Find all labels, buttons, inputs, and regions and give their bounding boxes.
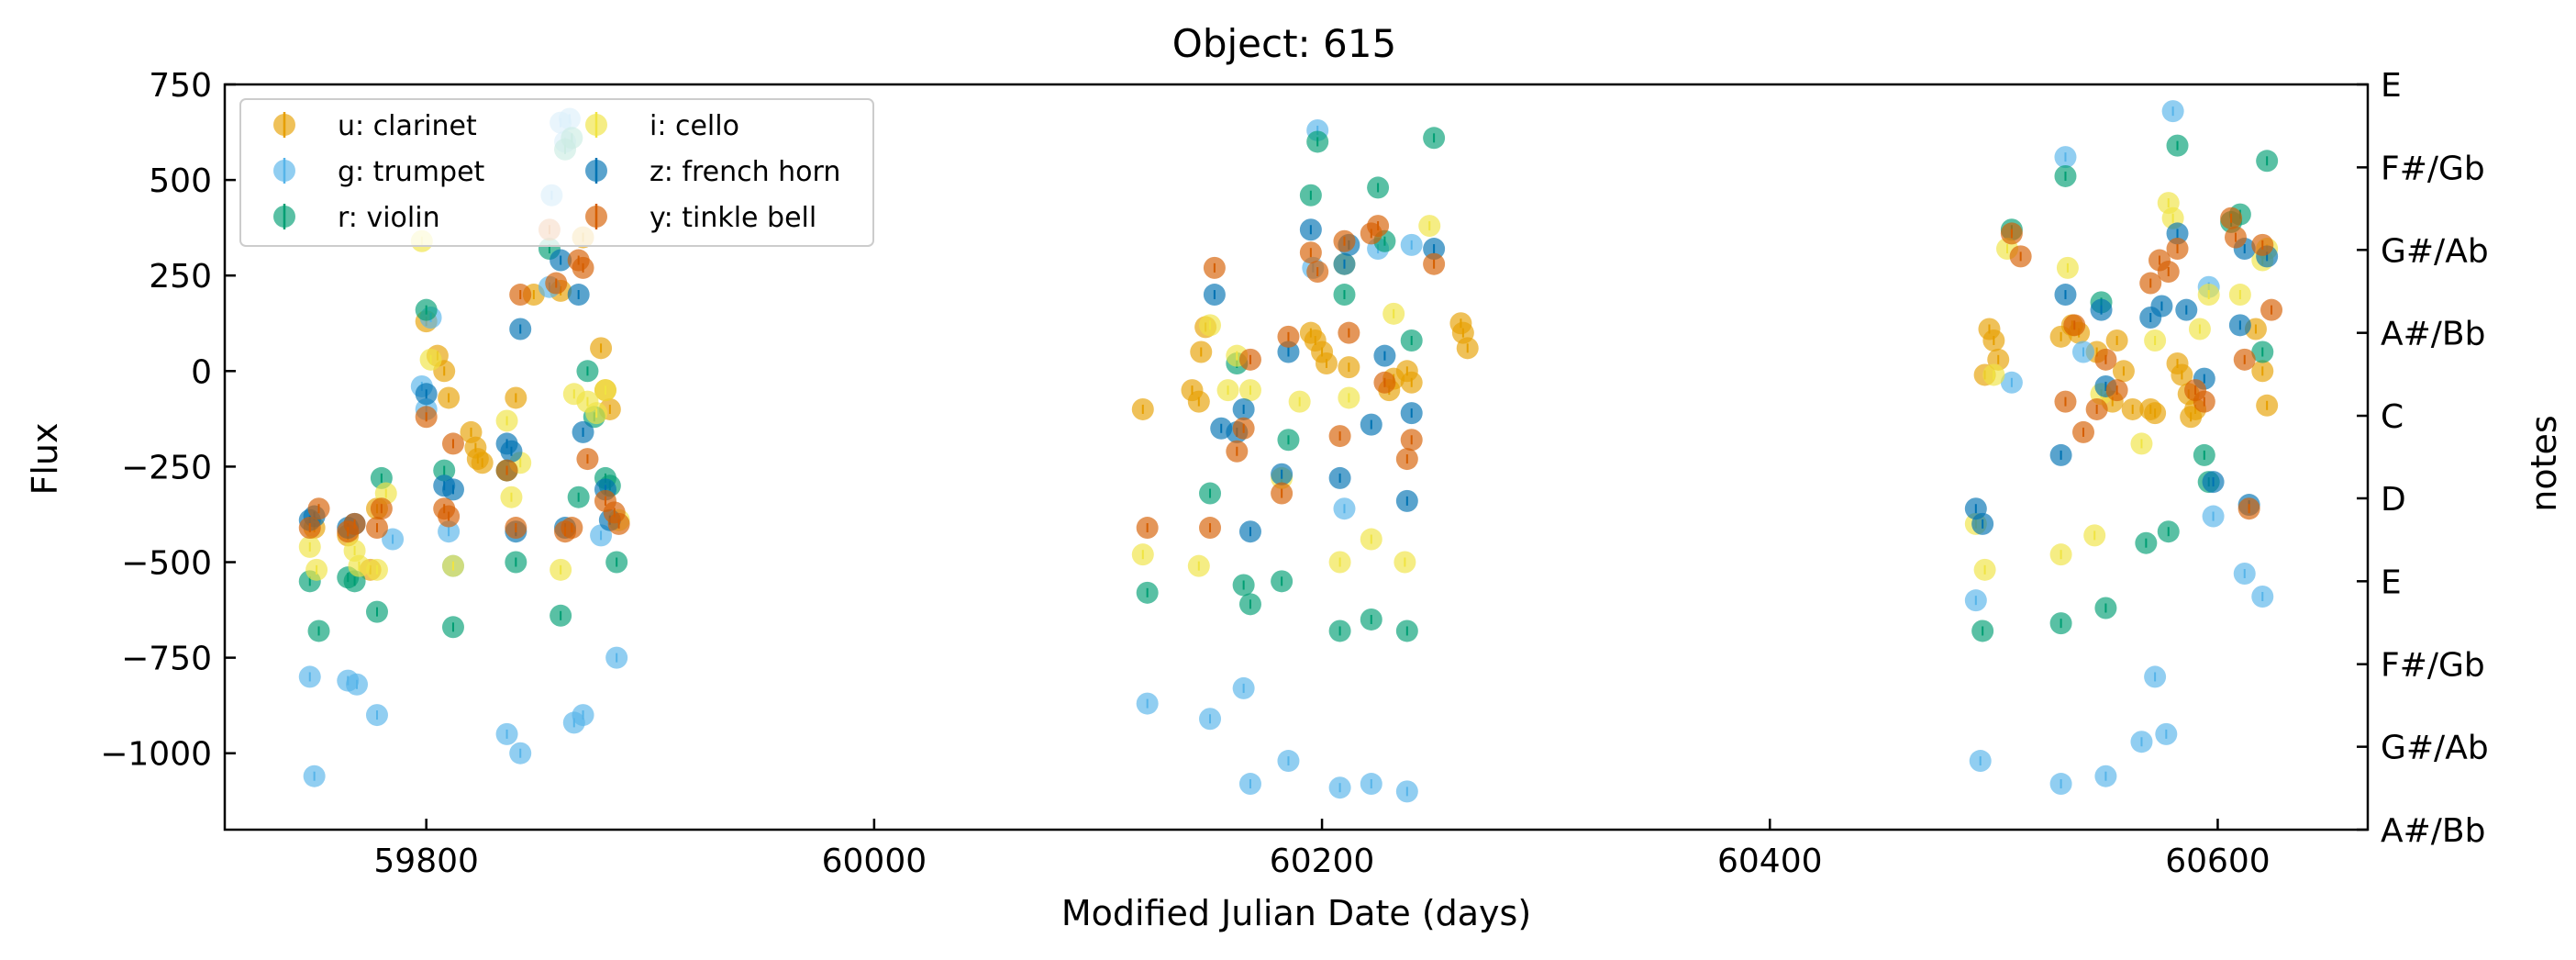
legend-label: g: trumpet [338,156,485,188]
y-tick-label: 0 [191,353,212,391]
y2-tick-label: E [2381,564,2402,601]
x-tick-label: 60600 [2165,843,2271,880]
x-axis-label: Modified Julian Date (days) [1061,893,1531,933]
x-tick-label: 60400 [1717,843,1823,880]
legend-label: u: clarinet [338,110,477,142]
y2-tick-label: D [2381,481,2406,519]
series-4 [298,218,2279,543]
scatter-points [298,100,2283,803]
y-tick-label: 250 [149,258,212,296]
y-tick-label: 750 [149,67,212,105]
y-tick-label: −500 [121,545,212,583]
y2-tick-label: C [2381,398,2404,436]
x-tick-label: 60200 [1270,843,1375,880]
legend-label: y: tinkle bell [650,202,816,234]
legend-box [239,98,874,247]
x-tick-label: 60000 [822,843,927,880]
y-tick-label: −1000 [100,736,212,774]
legend-label: z: french horn [650,156,840,188]
y-tick-label: −750 [121,641,212,678]
y2-tick-label: A#/Bb [2381,316,2485,353]
legend: u: clarinet g: trumpet r: violin i: cello z:… [239,98,874,247]
y2-axis-label: notes [2524,415,2564,511]
y2-tick-label: A#/Bb [2381,812,2485,850]
plot-frame [223,83,2370,832]
axis-ticks: 59800 60000 60200 60400 60600 750 500 250 0 −250 −… [100,67,2488,880]
legend-label: r: violin [338,202,440,234]
y2-tick-label: F#/Gb [2381,647,2485,685]
y2-tick-label: F#/Gb [2381,150,2485,187]
y-axis-label: Flux [25,423,65,496]
y-tick-label: 500 [149,162,212,200]
y2-tick-label: G#/Ab [2381,730,2489,767]
y2-tick-label: G#/Ab [2381,232,2489,270]
legend-label: i: cello [650,110,739,142]
y-tick-label: −250 [121,449,212,486]
chart-title: Object: 615 [1172,21,1396,66]
x-tick-label: 59800 [373,843,479,880]
series-5 [298,207,2283,543]
y2-tick-label: E [2381,67,2402,105]
